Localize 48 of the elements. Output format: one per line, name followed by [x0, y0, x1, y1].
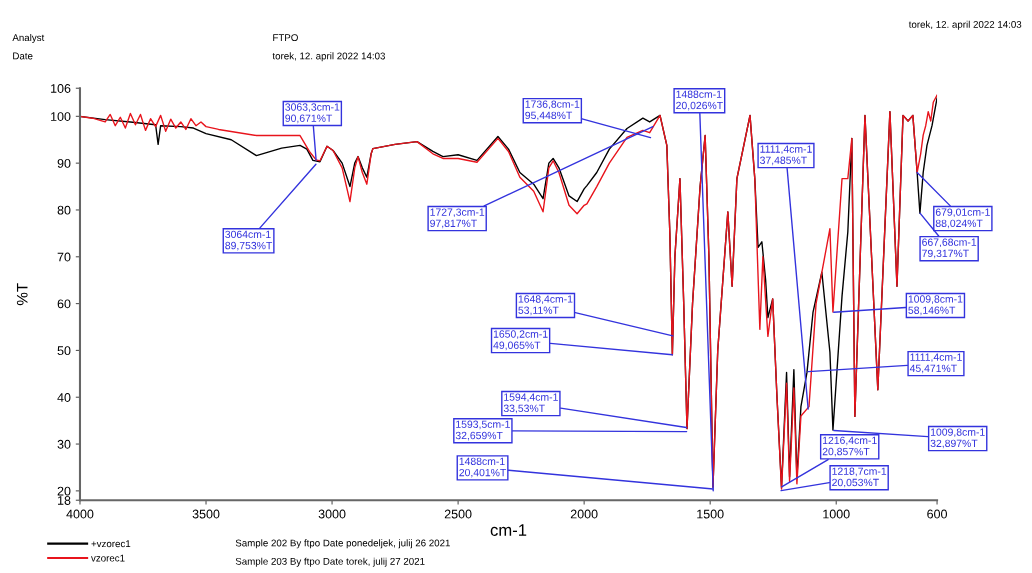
y-tick-label: 18 [58, 496, 71, 505]
annotation: 1594,4cm-1 33,53%T [503, 393, 558, 414]
x-tick-label: 3000 [318, 509, 346, 519]
annotation: 3063,3cm-1 90,671%T [285, 103, 340, 124]
legend-label: vzorec1 [91, 554, 125, 562]
annotation: 1216,4cm-1 20,857%T [822, 436, 877, 457]
annotation: 3064cm-1 89,753%T [225, 230, 273, 251]
x-tick-label: 4000 [66, 509, 94, 519]
x-tick-label: 3500 [192, 509, 220, 519]
legend-label: +vzorec1 [91, 540, 131, 548]
annotation: 1218,7cm-1 20,053%T [832, 467, 887, 488]
text: Date [13, 52, 33, 60]
annotation: 1111,4cm-1 45,471%T [909, 353, 962, 374]
annotation: 679,01cm-1 88,024%T [935, 208, 990, 229]
annotation: 1009,8cm-1 58,146%T [908, 295, 963, 316]
y-tick-label: 30 [57, 439, 71, 449]
y-tick-label: 70 [57, 252, 71, 262]
annotation: 1650,2cm-1 49,065%T [493, 330, 548, 351]
y-tick-label: 106 [51, 84, 71, 93]
y-tick-label: 100 [51, 112, 71, 121]
text: Sample 203 By ftpo Date torek, julij 27 2021 [235, 557, 425, 567]
annotation: 1736,8cm-1 95,448%T [525, 100, 580, 121]
x-tick-label: 600 [927, 509, 947, 519]
text: Sample 202 By ftpo Date ponedeljek, julij 26 2021 [235, 539, 450, 549]
text: torek, 12. april 2022 14:03 [908, 20, 1022, 30]
x-tick-label: 2500 [444, 509, 472, 519]
y-tick-label: 20 [57, 486, 71, 496]
text: Analyst [12, 33, 45, 43]
annotation: 1648,4cm-1 53,11%T [518, 295, 573, 316]
annotation: 1727,3cm-1 97,817%T [430, 208, 485, 229]
text: FTPO [273, 34, 298, 42]
y-axis-title: %T [16, 283, 28, 306]
annotation: 1488cm-1 20,401%T [459, 457, 507, 478]
annotation: 667,68cm-1 79,317%T [922, 238, 977, 259]
y-tick-label: 90 [57, 158, 71, 168]
x-tick-label: 2000 [570, 509, 598, 519]
y-tick-label: 40 [57, 393, 71, 402]
y-tick-label: 60 [57, 299, 71, 309]
annotation: 1009,8cm-1 32,897%T [930, 428, 985, 449]
annotation: 1111,4cm-1 37,485%T [760, 145, 812, 166]
x-tick-label: 1000 [823, 509, 850, 519]
y-tick-label: 50 [57, 346, 71, 356]
x-tick-label: 1500 [697, 509, 724, 519]
text: torek, 12. april 2022 14:03 [272, 52, 385, 62]
x-axis-title: cm-1 [490, 524, 527, 536]
y-tick-label: 80 [57, 205, 71, 215]
annotation: 1593,5cm-1 32,659%T [455, 420, 510, 441]
annotation: 1488cm-1 20,026%T [676, 90, 723, 111]
